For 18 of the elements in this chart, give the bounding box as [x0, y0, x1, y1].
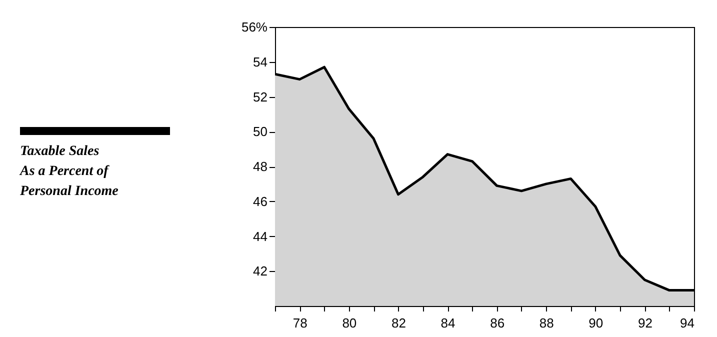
y-tick-label: 48	[253, 159, 268, 174]
x-tick-label: 78	[292, 316, 308, 330]
y-tick-label: 54	[253, 54, 268, 70]
x-tick-label: 90	[588, 316, 604, 330]
x-tick-label: 84	[440, 316, 456, 330]
y-tick-label: 44	[253, 228, 268, 244]
y-tick-label: 42	[253, 264, 268, 279]
x-tick-label: 94	[680, 316, 694, 330]
x-tick-label: 86	[490, 316, 505, 330]
y-tick-label: 50	[253, 124, 268, 140]
x-tick-label: 80	[342, 316, 357, 330]
x-tick-label: 92	[638, 316, 652, 330]
text: Taxable Sales As a Percent of Personal Income	[19, 144, 118, 199]
y-tick-label: 56%	[241, 20, 268, 34]
x-tick-label: 82	[392, 316, 406, 330]
y-tick-label: 52	[253, 89, 268, 104]
y-tick-label: 46	[253, 194, 268, 209]
x-tick-label: 88	[539, 316, 554, 330]
